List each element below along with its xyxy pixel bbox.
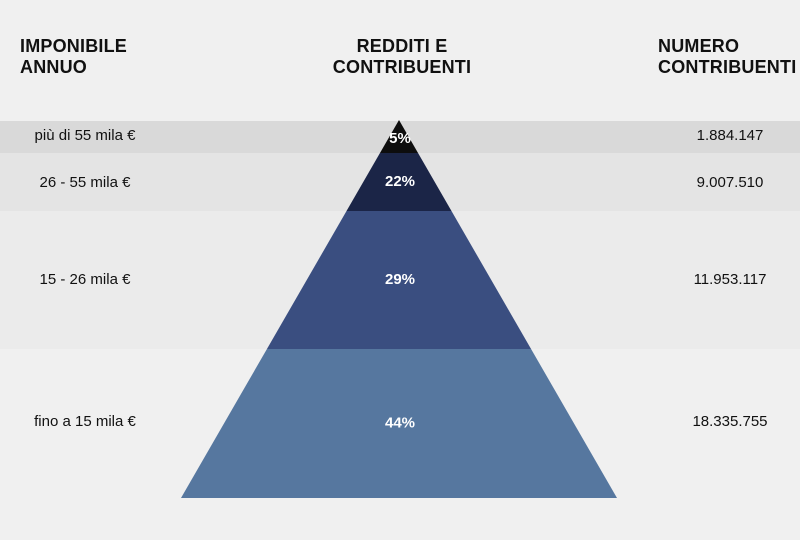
pyramid-level-1 bbox=[346, 153, 452, 211]
header-mid-line-2: CONTRIBUENTI bbox=[332, 57, 472, 77]
percent-label-3: 44% bbox=[385, 414, 415, 431]
percent-label-0: 5% bbox=[389, 130, 411, 147]
header-taxable-income: IMPONIBILE ANNUO bbox=[20, 36, 127, 78]
taxpayer-count-2: 11.953.117 bbox=[693, 271, 767, 288]
header-left-line-2: ANNUO bbox=[20, 57, 87, 77]
income-range-label-3: fino a 15 mila € bbox=[34, 413, 136, 430]
income-range-label-1: 26 - 55 mila € bbox=[39, 174, 131, 191]
header-mid-line-1: REDDITI E bbox=[356, 36, 448, 56]
income-range-label-0: più di 55 mila € bbox=[34, 127, 136, 144]
taxpayer-count-0: 1.884.147 bbox=[696, 127, 764, 144]
header-left-line-1: IMPONIBILE bbox=[20, 36, 128, 56]
pyramid-level-3 bbox=[181, 349, 617, 498]
percent-label-1: 22% bbox=[385, 173, 415, 190]
percent-label-2: 29% bbox=[385, 271, 415, 288]
header-taxpayer-count: NUMERO CONTRIBUENTI bbox=[658, 36, 796, 78]
pyramid-level-2 bbox=[266, 211, 532, 349]
taxpayer-count-3: 18.335.755 bbox=[692, 413, 768, 430]
header-income-taxpayers: REDDITI E CONTRIBUENTI bbox=[322, 36, 482, 78]
pyramid-level-0 bbox=[379, 120, 419, 153]
income-range-label-2: 15 - 26 mila € bbox=[39, 271, 131, 288]
taxpayer-count-1: 9.007.510 bbox=[696, 174, 764, 191]
header-right-line-1: NUMERO bbox=[658, 36, 740, 56]
header-right-line-2: CONTRIBUENTI bbox=[658, 57, 797, 77]
